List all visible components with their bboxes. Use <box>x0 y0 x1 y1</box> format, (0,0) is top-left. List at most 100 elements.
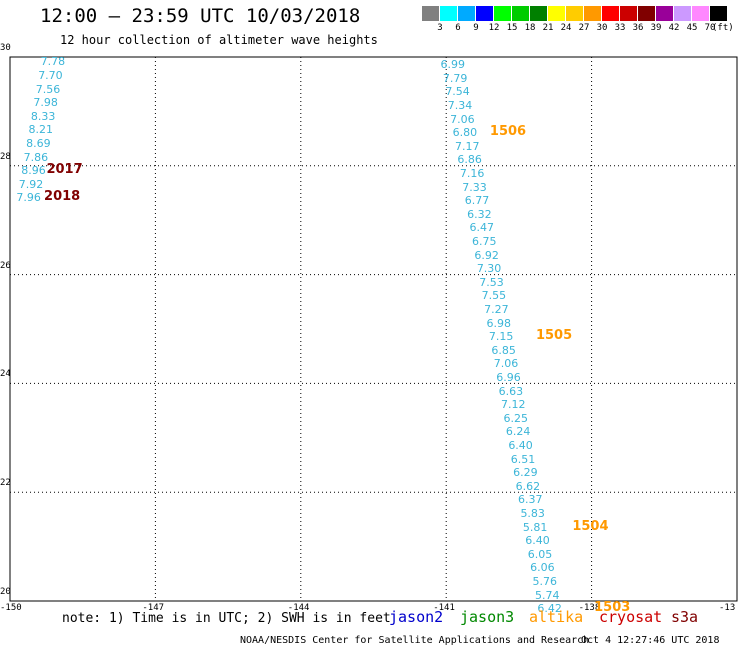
colorbar-label: 42 <box>668 23 680 33</box>
latitude-tick-label: 22 <box>0 478 11 489</box>
wave-height-value: 7.53 <box>479 275 504 289</box>
latitude-tick-label: 28 <box>0 151 11 162</box>
wave-height-value: 6.32 <box>467 207 492 221</box>
wave-height-value: 6.86 <box>457 153 482 167</box>
wave-height-value: 7.33 <box>462 180 487 194</box>
colorbar-swatch <box>674 6 692 21</box>
colorbar-swatch <box>548 6 566 21</box>
wave-height-value: 7.27 <box>484 302 509 316</box>
colorbar-swatch <box>620 6 638 21</box>
colorbar-swatch <box>692 6 710 21</box>
colorbar-swatch <box>458 6 476 21</box>
colorbar-label: 30 <box>596 23 608 33</box>
colorbar-label: 33 <box>614 23 626 33</box>
wave-height-value: 6.42 <box>537 602 562 616</box>
wave-height-value: 6.37 <box>518 493 543 507</box>
latitude-tick-label: 20 <box>0 587 11 597</box>
colorbar-swatch <box>494 6 512 21</box>
wave-height-value: 7.17 <box>455 139 480 153</box>
satellite-legend-entry: s3a <box>671 608 699 626</box>
wave-height-value: 6.25 <box>503 411 528 425</box>
wave-height-value: 6.80 <box>452 126 478 140</box>
colorbar-label: 9 <box>473 23 479 33</box>
latitude-tick-label: 26 <box>0 260 11 271</box>
wave-height-value: 7.06 <box>450 112 475 126</box>
map-subtitle: 12 hour collection of altimeter wave hei… <box>60 33 378 47</box>
latitude-tick-label: 24 <box>0 369 11 380</box>
wave-height-value: 6.05 <box>527 547 553 561</box>
colorbar-label: 36 <box>632 23 644 33</box>
colorbar-swatch <box>638 6 656 21</box>
colorbar-label: 12 <box>488 23 500 33</box>
wave-height-value: 5.83 <box>520 506 545 520</box>
wave-height-value: 7.56 <box>35 82 61 96</box>
wave-height-value: 7.34 <box>447 98 473 112</box>
satellite-legend-entry: cryosat <box>599 608 663 626</box>
wave-height-value: 7.92 <box>18 177 44 191</box>
colorbar-label: 18 <box>524 23 536 33</box>
longitude-tick-label: -138 <box>578 603 601 613</box>
timestamp-text: Oct 4 12:27:46 UTC 2018 <box>581 635 720 646</box>
wave-height-value: 7.54 <box>445 85 470 99</box>
colorbar-swatch <box>566 6 584 21</box>
graticule <box>10 57 737 601</box>
wave-height-value: 8.21 <box>28 123 54 137</box>
wave-height-value: 7.16 <box>459 166 485 180</box>
wave-height-value: 7.96 <box>16 191 41 205</box>
wave-height-value: 6.24 <box>505 425 531 439</box>
pass-number-label: 2018 <box>44 189 81 205</box>
colorbar-label: 24 <box>560 23 572 33</box>
wave-height-value: 7.55 <box>481 289 507 303</box>
wave-height-value: 7.12 <box>501 398 526 412</box>
colorbar-swatch <box>602 6 620 21</box>
colorbar-swatch <box>584 6 602 21</box>
pass-number-label: 1505 <box>535 328 573 344</box>
longitude-tick-label: -141 <box>433 603 455 613</box>
wave-height-value: 8.69 <box>26 137 51 151</box>
colorbar-swatch <box>656 6 674 21</box>
wave-height-value: 6.85 <box>491 343 516 357</box>
wave-height-value: 5.76 <box>532 574 558 588</box>
plot-frame <box>9 56 738 602</box>
wave-height-value: 7.70 <box>38 69 63 83</box>
pass-number-label: 1506 <box>489 124 527 140</box>
satellite-legend-entry: jason3 <box>460 608 515 626</box>
wave-height-value: 6.99 <box>440 58 465 72</box>
wave-height-value: 7.79 <box>442 71 468 85</box>
wave-height-value: 6.62 <box>515 479 541 493</box>
wave-height-value: 6.75 <box>471 234 497 248</box>
wave-height-value: 6.29 <box>513 466 538 480</box>
pass-number-label: 1503 <box>594 600 631 616</box>
wave-height-value: 7.06 <box>493 357 519 371</box>
colorbar-unit: (ft) <box>712 23 734 33</box>
colorbar-swatch <box>422 6 440 21</box>
wave-height-value: 8.33 <box>30 109 56 123</box>
wave-height-value: 5.81 <box>522 520 548 534</box>
colorbar-label: 45 <box>686 23 698 33</box>
wave-height-value: 6.96 <box>496 370 521 384</box>
colorbar-swatch <box>530 6 548 21</box>
colorbar-swatch <box>476 6 494 21</box>
wave-height-value: 6.40 <box>508 438 533 452</box>
wave-height-value: 5.74 <box>534 588 560 602</box>
wave-height-value: 6.63 <box>498 384 524 398</box>
colorbar-label: 39 <box>650 23 662 33</box>
wave-height-value: 7.98 <box>33 96 58 110</box>
longitude-tick-label: -150 <box>0 603 22 613</box>
wave-height-value: 7.78 <box>40 55 66 69</box>
wave-height-value: 8.96 <box>21 164 46 178</box>
wave-height-value: 6.51 <box>510 452 536 466</box>
longitude-tick-label: -13 <box>719 603 736 613</box>
colorbar-label: 21 <box>542 23 554 33</box>
wave-height-value: 6.40 <box>525 534 550 548</box>
colorbar-label: 15 <box>506 23 518 33</box>
wave-height-value: 6.98 <box>486 316 512 330</box>
pass-number-label: 2017 <box>46 162 83 178</box>
pass-number-label: 1504 <box>572 518 609 534</box>
wave-height-value: 7.86 <box>23 150 49 164</box>
colorbar-label: 6 <box>455 23 461 33</box>
colorbar-label: 3 <box>437 23 443 33</box>
colorbar-swatch <box>440 6 458 21</box>
map-title: 12:00 – 23:59 UTC 10/03/2018 <box>40 5 361 27</box>
wave-height-value: 6.77 <box>464 194 490 208</box>
